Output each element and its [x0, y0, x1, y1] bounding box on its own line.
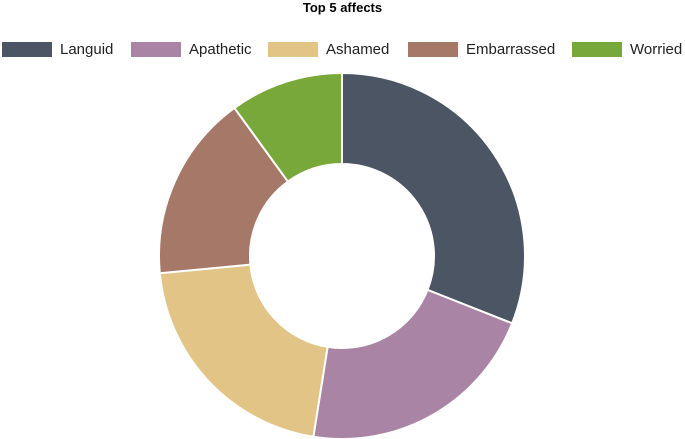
legend-item-apathetic[interactable]: Apathetic — [131, 40, 252, 58]
legend-swatch-embarrassed — [408, 41, 458, 57]
legend-label-ashamed: Ashamed — [326, 40, 390, 58]
legend-swatch-languid — [2, 41, 52, 57]
slice-embarrassed[interactable] — [158, 106, 290, 275]
slice-apathetic[interactable] — [312, 288, 514, 439]
slice-worried[interactable] — [233, 71, 343, 183]
chart-title: Top 5 affects — [302, 0, 383, 15]
legend-label-worried: Worried — [630, 40, 683, 58]
legend-item-ashamed[interactable]: Ashamed — [268, 40, 389, 58]
legend-item-embarrassed[interactable]: Embarrassed — [408, 40, 555, 58]
legend-swatch-apathetic — [131, 41, 181, 57]
legend-item-languid[interactable]: Languid — [2, 40, 113, 58]
legend-item-worried[interactable]: Worried — [572, 40, 682, 58]
slice-languid[interactable] — [341, 71, 526, 325]
legend-label-apathetic: Apathetic — [189, 40, 252, 58]
slice-ashamed[interactable] — [158, 263, 329, 438]
donut-slices — [158, 71, 526, 439]
legend-swatch-ashamed — [268, 41, 318, 57]
legend-label-embarrassed: Embarrassed — [466, 40, 556, 58]
legend-swatch-worried — [572, 41, 622, 57]
legend-label-languid: Languid — [60, 40, 114, 58]
chart-legend: Languid Apathetic Ashamed Embarrassed Wo… — [0, 40, 685, 58]
